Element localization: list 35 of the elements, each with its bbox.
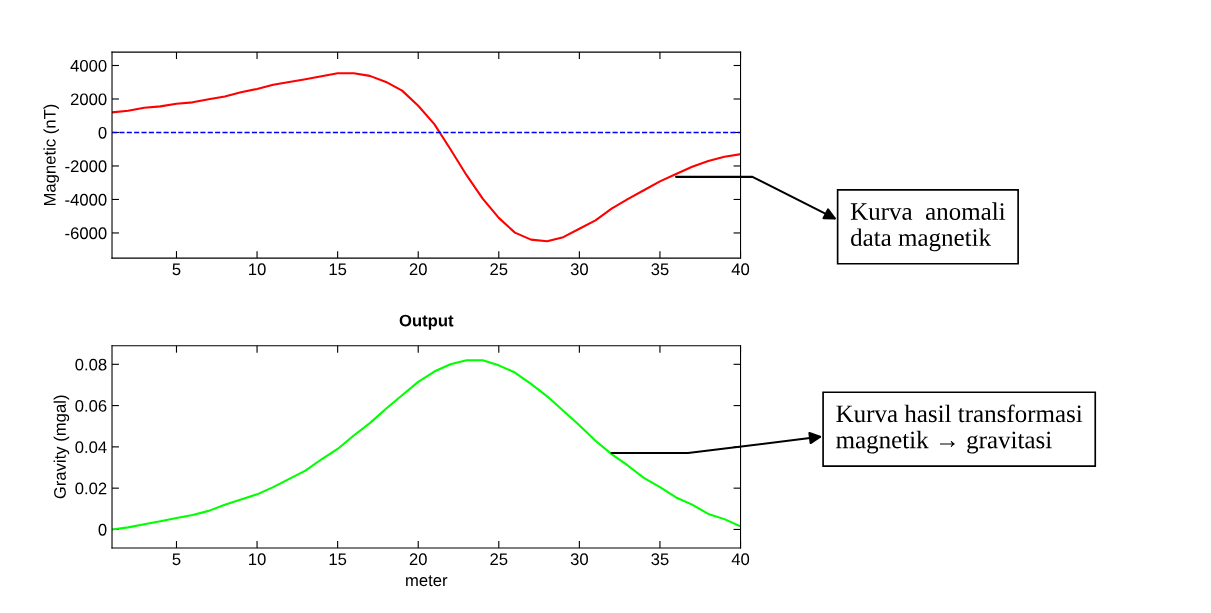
- x-tick-label: 10: [249, 263, 266, 276]
- x-tick-label: 15: [329, 263, 347, 276]
- y-tick-label: 0.02: [75, 482, 107, 495]
- line-series: [112, 72, 741, 243]
- x-tick-label: 40: [731, 553, 750, 566]
- annotation: Kurva hasil transformasi magnetik → gravitasi: [836, 404, 1083, 454]
- x-tick-label: 35: [651, 263, 669, 276]
- x-tick-label: 10: [249, 553, 266, 566]
- x-tick-label: 20: [409, 553, 427, 566]
- x-tick-label: 30: [570, 263, 588, 276]
- y-tick-label: 0.08: [75, 358, 107, 371]
- y-tick-label: 0.06: [75, 399, 107, 412]
- x-tick-label: 5: [172, 553, 181, 566]
- y-tick-label: 0.04: [75, 441, 107, 454]
- annotation: Kurva anomali data magnetik: [850, 202, 1006, 252]
- y-tick-label: 0: [98, 126, 107, 139]
- y-tick-label: -2000: [65, 160, 107, 173]
- x-axis-title: meter: [406, 575, 448, 587]
- x-tick-label: 25: [490, 553, 508, 566]
- line-series: [112, 359, 741, 531]
- y-tick-label: -6000: [65, 227, 107, 240]
- x-tick-label: 15: [329, 553, 347, 566]
- x-tick-label: 35: [651, 553, 669, 566]
- x-tick-label: 20: [409, 263, 427, 276]
- x-tick-label: 40: [731, 263, 750, 276]
- x-tick-label: 5: [172, 263, 181, 276]
- chart-title: Output: [399, 314, 454, 330]
- y-tick-label: 0: [98, 523, 107, 536]
- x-tick-label: 25: [490, 263, 508, 276]
- y-axis-title: Magnetic (nT): [43, 104, 59, 206]
- x-tick-label: 30: [570, 553, 588, 566]
- y-axis-title: Gravity (mgal): [53, 395, 70, 499]
- y-tick-label: 4000: [70, 59, 107, 72]
- y-tick-label: 2000: [70, 93, 107, 106]
- y-tick-label: -4000: [65, 193, 107, 206]
